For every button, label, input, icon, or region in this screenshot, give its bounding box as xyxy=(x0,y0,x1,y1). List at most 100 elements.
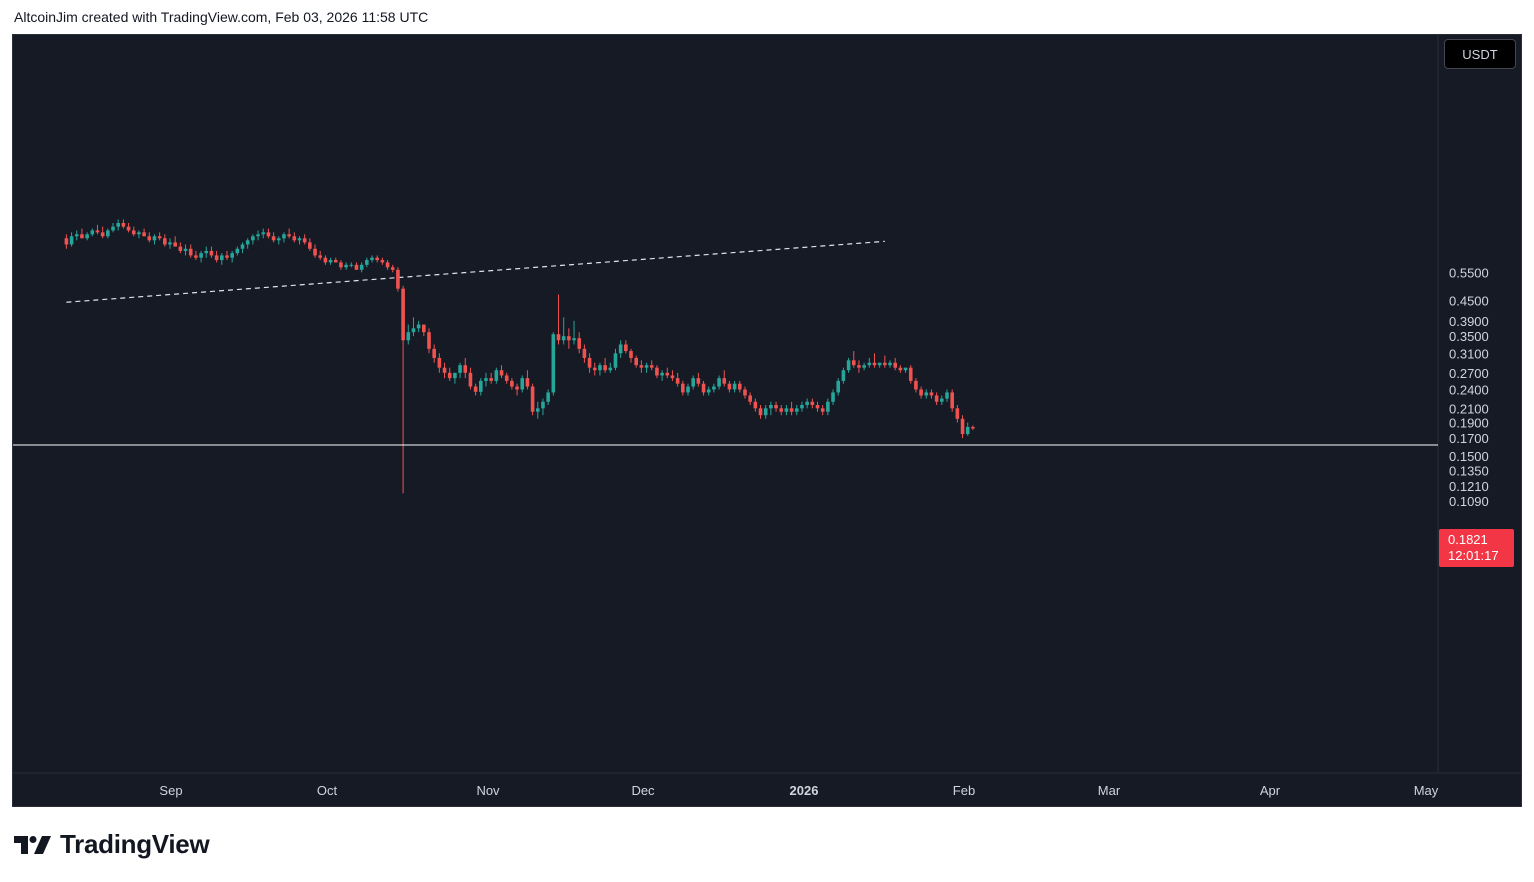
candle xyxy=(427,328,431,354)
candle xyxy=(914,378,918,393)
candle-body xyxy=(111,226,115,231)
candle-body xyxy=(717,378,721,387)
candle-body xyxy=(271,236,276,241)
candle-body xyxy=(898,367,903,371)
trendline-path[interactable] xyxy=(66,240,885,303)
candle-body xyxy=(163,238,167,245)
candle-body xyxy=(137,232,141,235)
candle xyxy=(903,367,908,373)
time-tick-label: Mar xyxy=(1098,783,1121,798)
candle xyxy=(292,232,297,243)
candle-body xyxy=(427,332,431,349)
candle xyxy=(924,389,929,399)
candle xyxy=(794,404,799,416)
candle-body xyxy=(582,348,587,358)
candle-body xyxy=(877,362,882,366)
price-tick-label: 0.1210 xyxy=(1449,479,1489,494)
candle xyxy=(634,355,638,368)
candle xyxy=(344,262,348,270)
candle-body xyxy=(422,324,426,333)
candle-body xyxy=(333,260,338,263)
tradingview-brand[interactable]: TradingView xyxy=(14,829,210,860)
candle xyxy=(339,260,343,270)
candle xyxy=(245,238,250,249)
candle-body xyxy=(323,257,328,263)
candle-body xyxy=(940,398,944,402)
candle-body xyxy=(691,378,695,387)
candle-body xyxy=(971,426,975,429)
candle xyxy=(365,257,369,268)
candle-body xyxy=(411,328,416,333)
candle-body xyxy=(214,255,219,261)
candle xyxy=(437,353,442,373)
candle xyxy=(422,324,426,337)
candle-body xyxy=(380,260,385,263)
candle-body xyxy=(572,338,576,341)
candle xyxy=(598,362,602,376)
candle-body xyxy=(805,401,809,405)
candle-body xyxy=(484,378,488,381)
candle xyxy=(758,404,763,419)
candle xyxy=(100,226,105,239)
candle-body xyxy=(608,367,613,371)
candle-body xyxy=(515,386,519,390)
candle-body xyxy=(458,365,462,373)
candle xyxy=(556,294,561,345)
price-tick-label: 0.1900 xyxy=(1449,415,1489,430)
candle-body xyxy=(706,389,711,393)
candle xyxy=(106,228,110,239)
candle-body xyxy=(106,230,110,237)
candle xyxy=(240,242,245,254)
currency-badge[interactable]: USDT xyxy=(1444,39,1516,69)
time-tick-label: May xyxy=(1414,783,1439,798)
time-axis[interactable]: Sep Oct Nov Dec 2026 Feb Mar Apr May xyxy=(159,783,1438,798)
candle xyxy=(945,389,949,402)
candle-body xyxy=(955,408,960,419)
candle-body xyxy=(95,230,100,233)
candle-body xyxy=(738,383,742,390)
candle-body xyxy=(675,378,680,384)
candle-body xyxy=(769,404,773,409)
candle-body xyxy=(541,401,545,409)
chart-panel[interactable]: 0.5500 0.4500 0.3900 0.3500 0.3100 0.2700 0.24… xyxy=(12,34,1522,807)
candle-body xyxy=(857,365,861,368)
candle-body xyxy=(831,392,835,402)
candle-body xyxy=(489,378,493,381)
candle xyxy=(447,367,452,381)
candle xyxy=(525,370,530,390)
time-tick-label: Feb xyxy=(953,783,975,798)
candle xyxy=(530,383,535,416)
candle xyxy=(670,370,675,381)
candle xyxy=(561,317,566,345)
candle-body xyxy=(567,336,571,341)
candle-body xyxy=(209,250,214,256)
candle xyxy=(308,238,312,251)
candle xyxy=(841,367,846,384)
candle-body xyxy=(349,264,354,266)
candle xyxy=(137,230,141,239)
candle-body xyxy=(634,357,638,366)
candle xyxy=(152,234,157,245)
candle xyxy=(577,332,582,354)
candle xyxy=(919,386,923,399)
candle xyxy=(857,360,861,373)
candle xyxy=(826,398,830,416)
candle xyxy=(328,257,333,265)
candle-body xyxy=(126,226,131,231)
price-tick-label: 0.2400 xyxy=(1449,382,1489,397)
candle xyxy=(971,425,975,431)
candle xyxy=(883,355,887,368)
candle xyxy=(453,372,457,384)
candle-body xyxy=(85,234,89,239)
price-tick-label: 0.4500 xyxy=(1449,294,1489,309)
candle-body xyxy=(613,353,618,368)
candle-body xyxy=(199,253,203,258)
chart-author-caption: AltcoinJim created with TradingView.com,… xyxy=(14,9,429,25)
candle-body xyxy=(230,253,234,258)
candle xyxy=(779,404,784,416)
dashed-trendline[interactable] xyxy=(66,240,885,303)
candle-body xyxy=(365,260,369,265)
candle xyxy=(121,219,126,229)
